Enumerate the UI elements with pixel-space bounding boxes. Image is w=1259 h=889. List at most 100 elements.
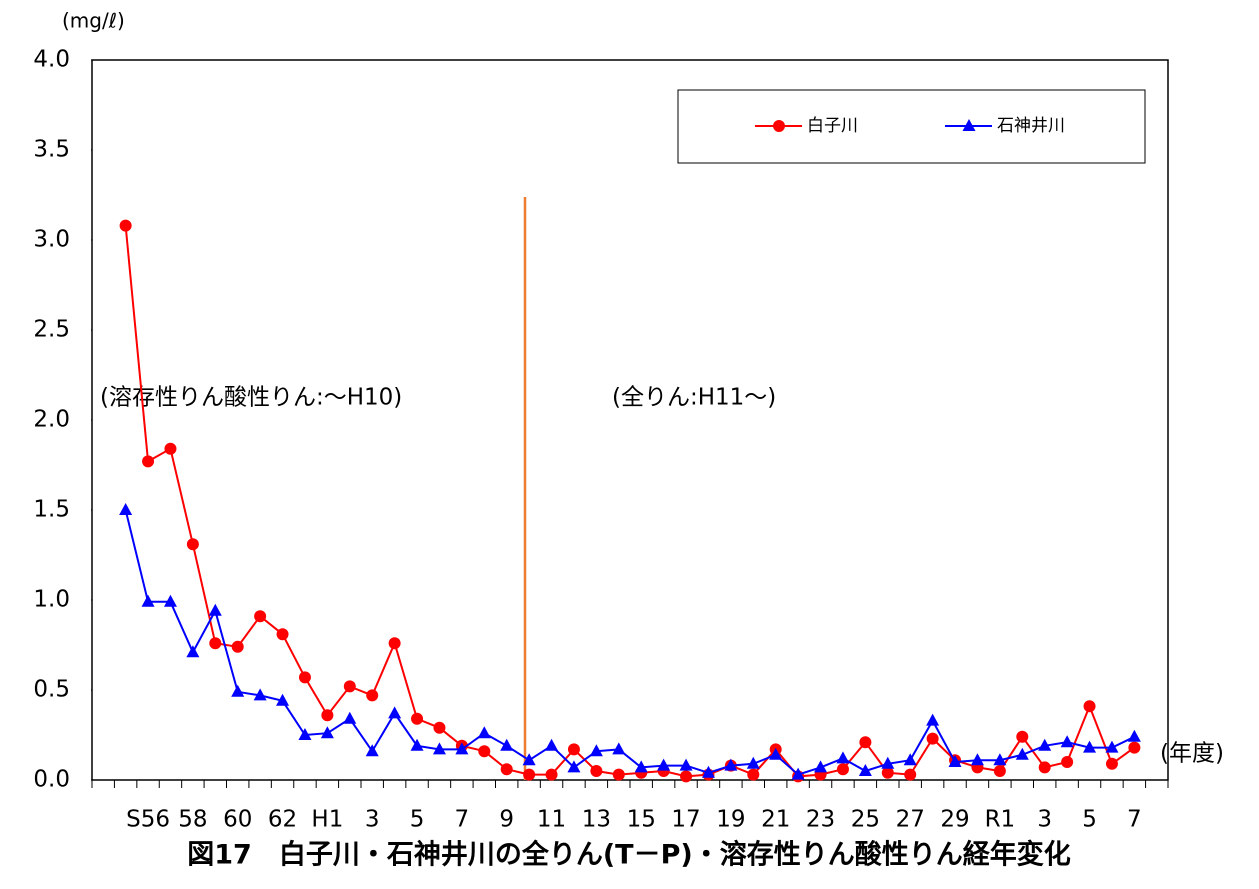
point	[836, 763, 849, 776]
point	[1015, 747, 1029, 760]
point	[993, 753, 1007, 766]
point	[411, 712, 424, 725]
point	[388, 637, 401, 650]
point	[773, 120, 785, 132]
point	[209, 637, 222, 650]
point	[455, 742, 469, 755]
x-tick-label: 19	[716, 807, 745, 833]
point	[163, 594, 177, 607]
point	[679, 758, 693, 771]
point	[657, 758, 671, 771]
point	[1127, 729, 1141, 742]
x-unit: (年度)	[1160, 741, 1224, 767]
series-line	[124, 509, 1135, 776]
point	[724, 758, 738, 771]
point	[858, 764, 872, 776]
point	[1105, 757, 1118, 770]
point	[433, 721, 446, 734]
point	[388, 706, 402, 719]
point	[589, 744, 603, 757]
point	[343, 680, 356, 693]
x-tick-label: R1	[985, 807, 1016, 833]
y-tick-label: 1.0	[33, 587, 70, 613]
point	[186, 538, 199, 551]
x-tick-label: 3	[365, 807, 380, 833]
point	[276, 693, 290, 706]
x-tick-label: 5	[410, 807, 425, 833]
y-tick-label: 3.0	[33, 227, 70, 253]
y-tick-label: 4.0	[33, 47, 70, 73]
point	[141, 594, 155, 607]
point	[926, 713, 940, 726]
point	[119, 503, 133, 515]
x-tick-label: S56	[126, 807, 170, 833]
point	[1016, 730, 1029, 743]
point	[747, 768, 760, 781]
y-tick-label: 3.5	[33, 137, 70, 163]
x-tick-label: 25	[851, 807, 880, 833]
point	[522, 753, 536, 766]
point	[432, 742, 446, 755]
point	[567, 743, 580, 756]
point	[814, 760, 828, 773]
point	[1083, 740, 1097, 753]
point	[298, 671, 311, 684]
point	[320, 726, 334, 739]
point	[365, 744, 379, 757]
point	[478, 745, 491, 758]
x-tick-label: 29	[940, 807, 969, 833]
point	[612, 742, 626, 755]
chart-title: 図17 白子川・石神井川の全りん(T－P)・溶存性りん酸性りん経年変化	[187, 839, 1070, 871]
x-tick-label: 17	[671, 807, 700, 833]
point	[164, 442, 177, 455]
x-tick-label: 11	[537, 807, 566, 833]
point	[612, 768, 625, 781]
point	[1061, 756, 1074, 768]
y-tick-label: 2.5	[33, 317, 70, 343]
point	[746, 756, 760, 769]
point	[970, 753, 984, 766]
point	[321, 709, 334, 722]
point	[208, 603, 222, 616]
point	[903, 753, 917, 766]
x-tick-label: 5	[1082, 807, 1097, 833]
point	[253, 688, 267, 701]
point	[859, 736, 872, 749]
point	[254, 610, 267, 623]
point	[500, 763, 513, 776]
point	[590, 765, 603, 777]
x-tick-label: 58	[178, 807, 207, 833]
point	[1105, 740, 1119, 753]
y-tick-label: 1.5	[33, 497, 70, 523]
point	[231, 640, 244, 653]
point	[948, 755, 962, 767]
point	[523, 768, 536, 781]
y-unit: (mg/ℓ)	[62, 9, 125, 33]
plot-frame	[91, 59, 1169, 781]
point	[993, 765, 1006, 777]
point	[119, 219, 132, 232]
x-tick-label: 21	[761, 807, 790, 833]
annotation: (全りん:H11～)	[612, 385, 776, 411]
point	[343, 711, 357, 724]
point	[634, 760, 648, 773]
point	[500, 738, 514, 751]
y-tick-label: 0.0	[33, 767, 70, 793]
point	[298, 728, 312, 740]
x-tick-label: 7	[1127, 807, 1142, 833]
x-tick-label: 60	[223, 807, 252, 833]
point	[186, 645, 200, 658]
point	[231, 684, 245, 697]
point	[769, 747, 783, 760]
y-tick-label: 2.0	[33, 407, 70, 433]
x-tick-label: 3	[1037, 807, 1052, 833]
x-tick-label: 62	[268, 807, 297, 833]
x-tick-label: 27	[896, 807, 925, 833]
x-tick-label: H1	[311, 807, 343, 833]
point	[881, 756, 895, 769]
point	[962, 119, 976, 131]
point	[904, 768, 917, 781]
point	[701, 765, 715, 778]
annotation: (溶存性りん酸性りん:～H10)	[100, 385, 402, 411]
